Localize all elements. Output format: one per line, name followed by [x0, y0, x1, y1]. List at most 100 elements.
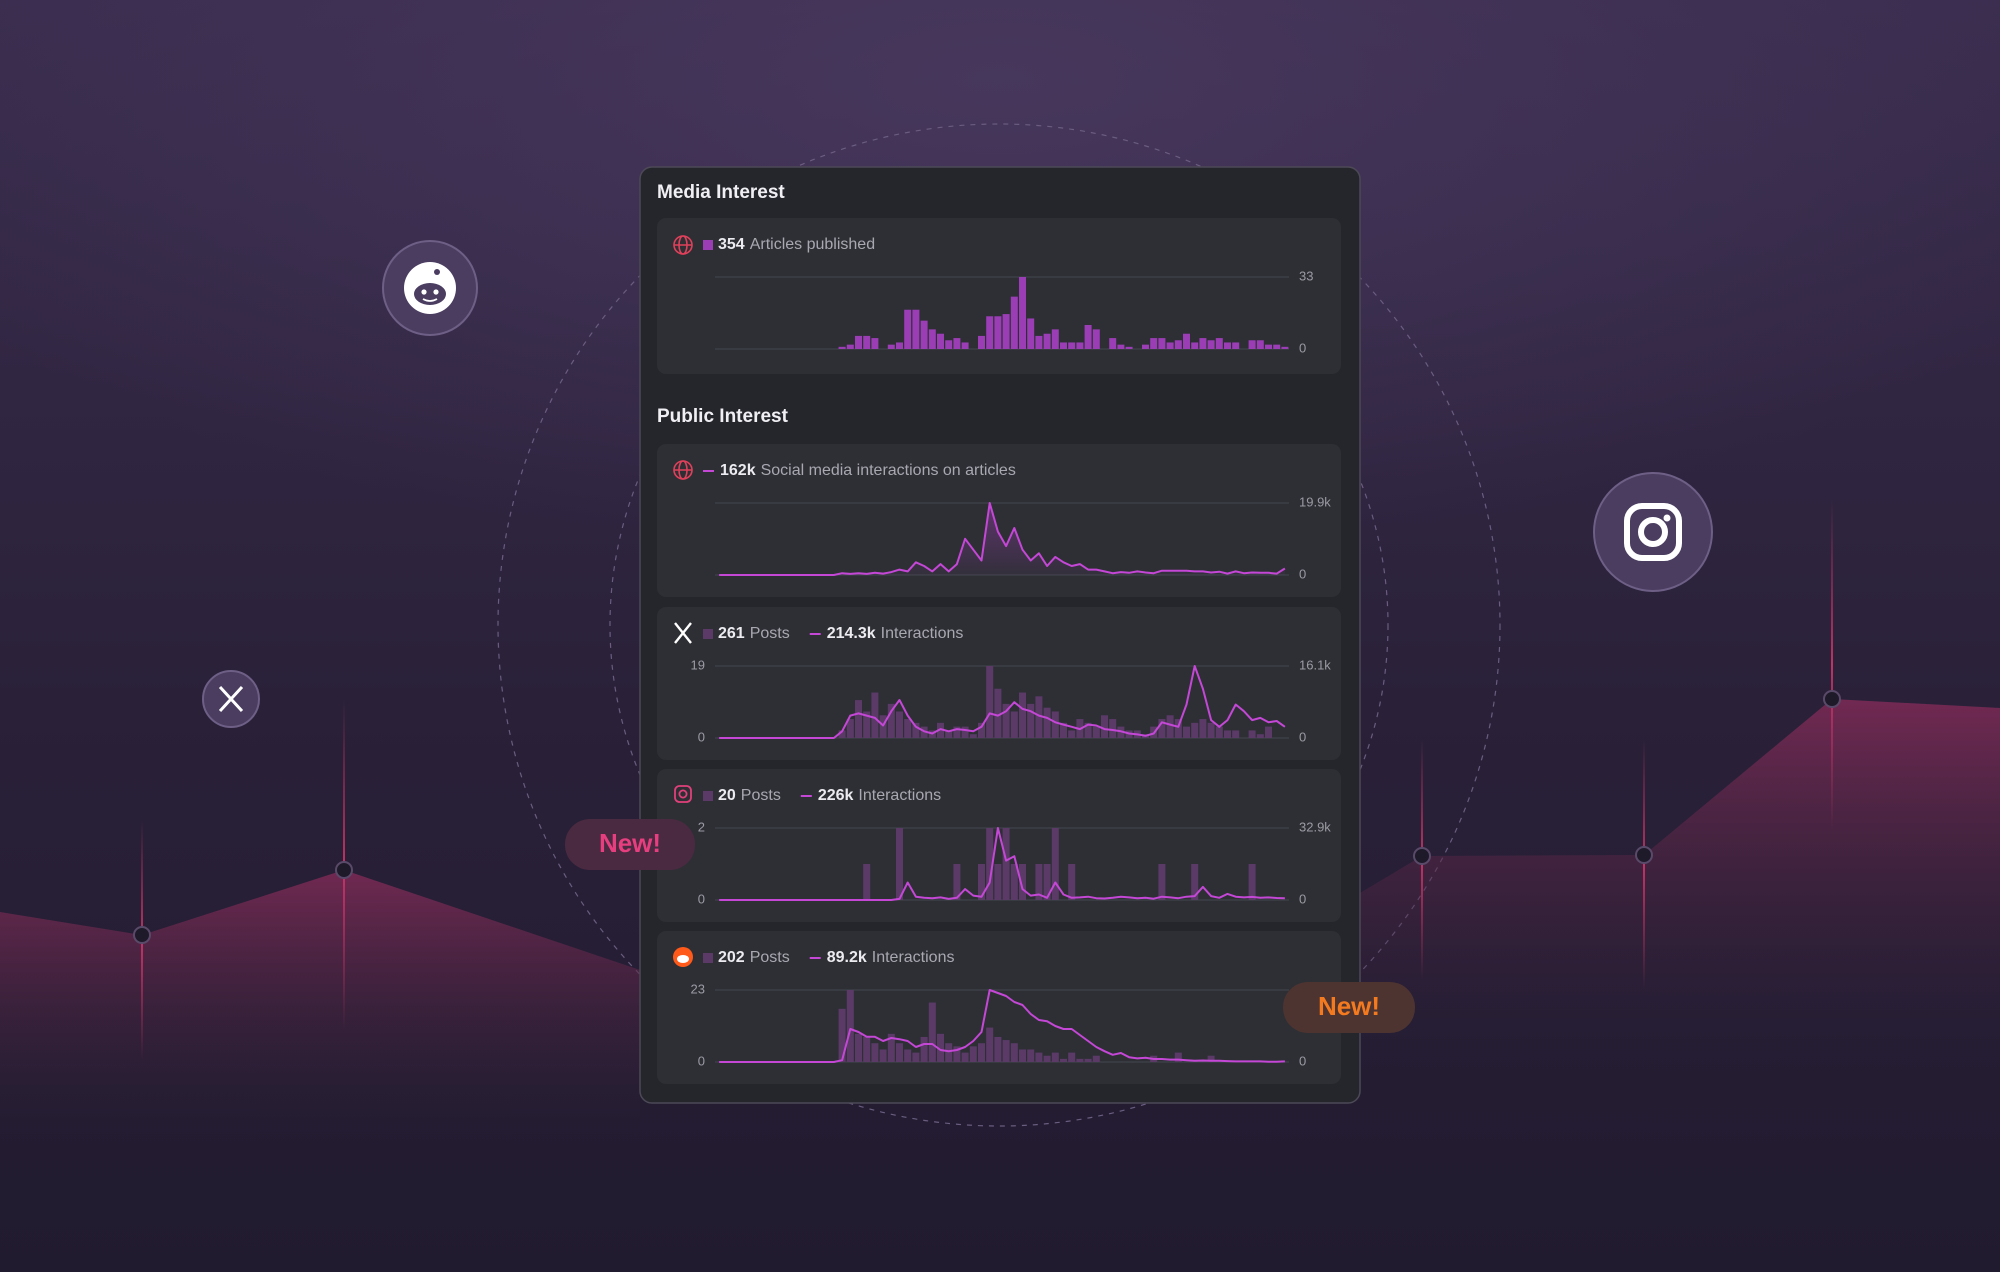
bar	[1174, 340, 1182, 349]
bar	[1224, 342, 1231, 349]
bar	[945, 730, 953, 738]
x-icon	[674, 622, 692, 644]
legend-swatch	[703, 629, 713, 639]
bar	[1019, 692, 1026, 738]
card	[657, 218, 1341, 374]
legend-total: 261	[718, 625, 745, 642]
bar	[969, 1046, 977, 1062]
bar	[887, 703, 895, 738]
line	[719, 502, 1286, 576]
bar	[904, 309, 912, 349]
bar	[994, 1036, 1002, 1062]
x-float	[202, 670, 260, 728]
bar	[904, 1049, 912, 1062]
card	[657, 769, 1341, 922]
bar	[896, 1043, 903, 1062]
bar	[1043, 707, 1051, 738]
bar	[994, 688, 1002, 738]
bar	[887, 1033, 895, 1062]
bar	[953, 338, 961, 349]
bar	[855, 1033, 862, 1062]
bar	[1117, 344, 1125, 349]
bar	[1174, 719, 1182, 738]
bar	[1068, 1052, 1076, 1062]
bar	[1265, 344, 1272, 349]
y-tick-label: 19	[691, 657, 705, 672]
bar	[978, 722, 985, 738]
bar	[961, 726, 969, 738]
bar	[1027, 318, 1035, 349]
bar	[1035, 1052, 1043, 1062]
bar	[1002, 703, 1010, 738]
bar	[986, 828, 994, 900]
y-tick-label: 23	[691, 981, 705, 996]
bar	[937, 1033, 944, 1062]
bar	[1174, 1052, 1182, 1062]
y-tick-label: 0	[1299, 566, 1306, 581]
bar	[1084, 325, 1092, 349]
bar	[855, 700, 862, 738]
badge: New!	[1283, 982, 1415, 1033]
bar	[1109, 719, 1117, 738]
legend-swatch	[703, 953, 713, 963]
bar	[1051, 711, 1059, 738]
bar	[1084, 1058, 1092, 1062]
bar	[1043, 1055, 1051, 1062]
bar	[896, 342, 903, 349]
legend-total: 214.3k	[827, 625, 876, 642]
bar	[1051, 828, 1059, 900]
bar	[1199, 338, 1207, 349]
bar	[1215, 726, 1223, 738]
bar	[1035, 335, 1043, 349]
nodes	[133, 690, 1841, 944]
bar	[1207, 1055, 1215, 1062]
legend-label: Interactions	[881, 625, 964, 642]
bar	[1158, 719, 1166, 738]
y2-tick-label: 0	[1299, 891, 1306, 906]
bar	[1068, 730, 1076, 738]
bar	[1183, 726, 1190, 738]
legend-label: Posts	[750, 949, 790, 966]
card	[657, 444, 1341, 597]
bar	[1027, 1049, 1035, 1062]
bar	[912, 1052, 920, 1062]
bar	[1035, 696, 1043, 738]
bar	[1010, 711, 1018, 738]
bar	[871, 1043, 879, 1062]
bar	[953, 864, 961, 900]
badge: New!	[565, 819, 695, 870]
badge-text: New!	[599, 828, 661, 858]
bar	[1125, 346, 1133, 349]
badge-text: New!	[1318, 991, 1380, 1021]
bar	[1076, 1058, 1084, 1062]
bar	[887, 344, 895, 349]
legend-label: Articles published	[750, 236, 875, 253]
section-title: Public Interest	[657, 406, 789, 427]
bar	[1158, 864, 1166, 900]
bar	[1232, 730, 1240, 738]
y-tick-label: 2	[698, 819, 705, 834]
y-tick-label: 0	[698, 891, 705, 906]
bar	[1265, 726, 1272, 738]
orbit-outer	[497, 123, 1501, 1127]
overlay: New! New!	[565, 235, 1415, 1033]
bar	[846, 719, 854, 738]
bar	[1010, 1043, 1018, 1062]
orbit-inner	[609, 235, 1389, 1015]
bar	[1019, 277, 1026, 349]
bar	[978, 335, 985, 349]
bar	[896, 828, 903, 900]
bar	[1191, 864, 1199, 900]
bar	[920, 1036, 928, 1062]
bar	[1150, 338, 1158, 349]
bar	[986, 1027, 994, 1062]
bar	[1248, 730, 1256, 738]
bar	[994, 864, 1002, 900]
y-tick-label: 0	[1299, 340, 1306, 355]
globe-icon	[673, 235, 693, 255]
bar	[920, 320, 928, 349]
bar	[879, 1049, 887, 1062]
bar	[1002, 314, 1010, 349]
bar	[937, 722, 944, 738]
